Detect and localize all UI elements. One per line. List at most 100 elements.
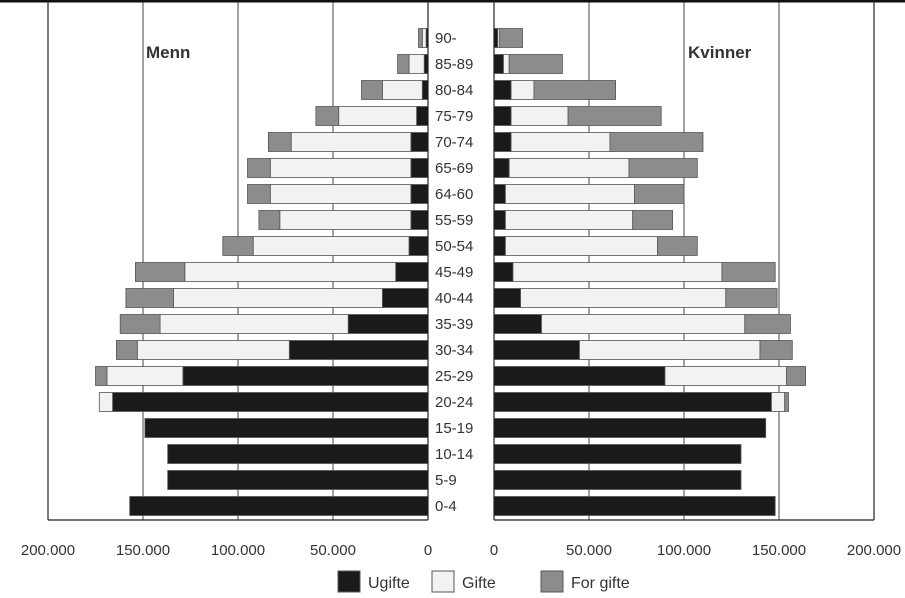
bar-women-gifte-64-60 bbox=[504, 184, 635, 204]
bar-women-ugifte-80-84 bbox=[493, 80, 512, 100]
age-group-label: 5-9 bbox=[435, 472, 457, 489]
age-group-label: 65-69 bbox=[435, 160, 473, 177]
bar-women-for-gifte-40-44 bbox=[725, 288, 778, 308]
bar-women-gifte-50-54 bbox=[504, 236, 658, 256]
bar-women-ugifte-64-60 bbox=[493, 184, 506, 204]
x-tick-label-right: 200.000 bbox=[847, 542, 901, 559]
bar-women-ugifte-0-4 bbox=[493, 496, 776, 516]
age-group-label: 15-19 bbox=[435, 420, 473, 437]
legend-swatch-gifte bbox=[431, 570, 455, 593]
bar-women-for-gifte-25-29 bbox=[786, 366, 806, 386]
bar-men-gifte-64-60 bbox=[269, 184, 412, 204]
bar-women-for-gifte-45-49 bbox=[721, 262, 776, 282]
bar-women-gifte-25-29 bbox=[664, 366, 787, 386]
bar-women-ugifte-75-79 bbox=[493, 106, 512, 126]
age-group-label: 80-84 bbox=[435, 82, 473, 99]
bar-women-ugifte-15-19 bbox=[493, 418, 767, 438]
x-tick-label-left: 100.000 bbox=[211, 542, 265, 559]
bar-women-gifte-20-24 bbox=[771, 392, 786, 412]
bar-women-for-gifte-65-69 bbox=[628, 158, 698, 178]
bar-men-for-gifte-35-39 bbox=[119, 314, 161, 334]
bar-men-ugifte-40-44 bbox=[381, 288, 429, 308]
bar-men-gifte-80-84 bbox=[381, 80, 423, 100]
bar-women-ugifte-10-14 bbox=[493, 444, 742, 464]
legend-swatch-ugifte bbox=[337, 570, 361, 593]
age-group-label: 25-29 bbox=[435, 368, 473, 385]
bar-men-gifte-55-59 bbox=[279, 210, 412, 230]
age-group-label: 50-54 bbox=[435, 238, 473, 255]
x-tick-label-left: 200.000 bbox=[21, 542, 75, 559]
right-panel-title: Kvinner bbox=[688, 43, 752, 62]
x-tick-label-right: 0 bbox=[490, 542, 498, 559]
bar-men-gifte-85-89 bbox=[408, 54, 425, 74]
age-group-label: 40-44 bbox=[435, 290, 473, 307]
bar-women-for-gifte-35-39 bbox=[744, 314, 791, 334]
age-group-label: 64-60 bbox=[435, 186, 473, 203]
bar-women-ugifte-5-9 bbox=[493, 470, 742, 490]
legend-swatch-for-gifte bbox=[540, 570, 564, 593]
bar-women-gifte-45-49 bbox=[512, 262, 723, 282]
x-tick-label-left: 50.000 bbox=[310, 542, 356, 559]
bar-men-ugifte-45-49 bbox=[395, 262, 429, 282]
bar-men-ugifte-25-29 bbox=[182, 366, 429, 386]
bar-men-ugifte-35-39 bbox=[347, 314, 429, 334]
bar-women-ugifte-35-39 bbox=[493, 314, 542, 334]
bar-men-for-gifte-75-79 bbox=[315, 106, 340, 126]
bar-women-gifte-35-39 bbox=[541, 314, 746, 334]
bar-women-for-gifte-64-60 bbox=[634, 184, 685, 204]
age-group-label: 90- bbox=[435, 30, 457, 47]
age-group-label: 45-49 bbox=[435, 264, 473, 281]
x-tick-label-left: 150.000 bbox=[116, 542, 170, 559]
bar-men-for-gifte-30-34 bbox=[116, 340, 138, 360]
bar-men-for-gifte-55-59 bbox=[258, 210, 281, 230]
bar-men-for-gifte-40-44 bbox=[125, 288, 174, 308]
bar-men-for-gifte-80-84 bbox=[361, 80, 383, 100]
bar-women-for-gifte-55-59 bbox=[632, 210, 674, 230]
bar-women-ugifte-25-29 bbox=[493, 366, 666, 386]
bar-women-ugifte-50-54 bbox=[493, 236, 506, 256]
bar-men-ugifte-75-79 bbox=[416, 106, 429, 126]
bar-men-for-gifte-45-49 bbox=[134, 262, 186, 282]
bar-women-gifte-30-34 bbox=[579, 340, 761, 360]
bar-women-for-gifte-85-89 bbox=[508, 54, 563, 74]
bar-men-gifte-45-49 bbox=[184, 262, 397, 282]
age-group-label: 0-4 bbox=[435, 498, 457, 515]
bar-men-for-gifte-50-54 bbox=[222, 236, 254, 256]
bar-women-gifte-70-74 bbox=[510, 132, 611, 152]
bar-men-gifte-30-34 bbox=[136, 340, 290, 360]
bar-women-ugifte-65-69 bbox=[493, 158, 510, 178]
age-group-label: 75-79 bbox=[435, 108, 473, 125]
bar-men-gifte-65-69 bbox=[269, 158, 412, 178]
bar-men-ugifte-10-14 bbox=[167, 444, 429, 464]
age-group-label: 55-59 bbox=[435, 212, 473, 229]
bar-men-gifte-20-24 bbox=[98, 392, 114, 412]
bar-women-gifte-80-84 bbox=[510, 80, 535, 100]
x-tick-label-right: 150.000 bbox=[752, 542, 806, 559]
bar-men-ugifte-65-69 bbox=[410, 158, 429, 178]
bar-men-ugifte-15-19 bbox=[144, 418, 429, 438]
bar-men-gifte-25-29 bbox=[106, 366, 184, 386]
bar-women-for-gifte-80-84 bbox=[533, 80, 617, 100]
legend-label-for-gifte: For gifte bbox=[571, 575, 630, 592]
bar-men-for-gifte-85-89 bbox=[397, 54, 410, 74]
bar-men-gifte-40-44 bbox=[172, 288, 383, 308]
age-group-label: 35-39 bbox=[435, 316, 473, 333]
bar-men-ugifte-80-84 bbox=[421, 80, 429, 100]
bar-women-gifte-55-59 bbox=[504, 210, 634, 230]
bar-women-ugifte-55-59 bbox=[493, 210, 506, 230]
x-tick-label-right: 50.000 bbox=[566, 542, 612, 559]
bar-women-for-gifte-20-24 bbox=[784, 392, 789, 412]
bar-women-ugifte-40-44 bbox=[493, 288, 522, 308]
bar-men-gifte-50-54 bbox=[252, 236, 410, 256]
age-group-label: 85-89 bbox=[435, 56, 473, 73]
bar-women-ugifte-30-34 bbox=[493, 340, 580, 360]
bar-women-for-gifte-50-54 bbox=[657, 236, 698, 256]
bar-women-gifte-65-69 bbox=[508, 158, 630, 178]
bar-men-ugifte-20-24 bbox=[112, 392, 429, 412]
bar-women-gifte-75-79 bbox=[510, 106, 569, 126]
x-tick-label-left: 0 bbox=[424, 542, 432, 559]
left-panel-title: Menn bbox=[146, 43, 190, 62]
bar-women-ugifte-70-74 bbox=[493, 132, 512, 152]
age-group-label: 10-14 bbox=[435, 446, 473, 463]
